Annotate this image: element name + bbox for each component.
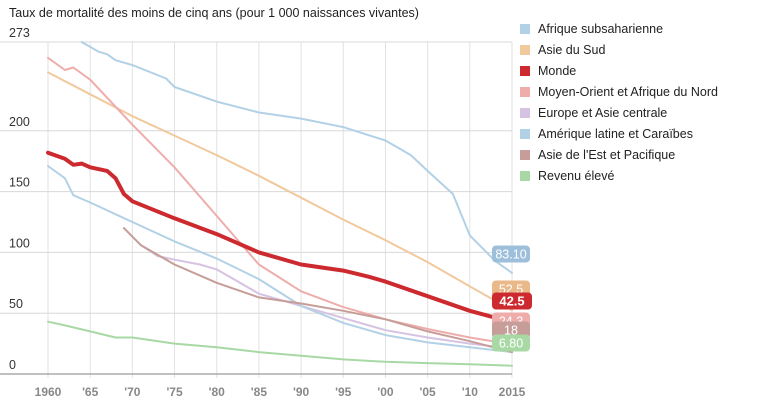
legend-swatch xyxy=(520,170,530,181)
y-tick-label: 50 xyxy=(9,297,23,311)
end-value-label: 42.5 xyxy=(499,294,524,309)
legend-item[interactable]: Monde xyxy=(520,60,755,81)
y-tick-label: 0 xyxy=(9,358,16,372)
end-value-badge xyxy=(492,321,530,339)
legend-label: Amérique latine et Caraïbes xyxy=(538,126,693,141)
series-line xyxy=(47,71,513,312)
x-tick-label: '70 xyxy=(124,385,141,399)
x-tick-label: '85 xyxy=(251,385,268,399)
legend: Afrique subsaharienne Asie du Sud Monde Moy… xyxy=(520,18,755,186)
legend-swatch xyxy=(520,128,530,139)
end-value-label: 18 xyxy=(504,324,518,338)
series-line xyxy=(46,150,514,325)
legend-label: Moyen-Orient et Afrique du Nord xyxy=(538,84,718,99)
legend-label: Monde xyxy=(538,63,577,78)
legend-label: Asie de l'Est et Pacifique xyxy=(538,147,676,162)
y-tick-label: 273 xyxy=(9,26,30,40)
legend-label: Afrique subsaharienne xyxy=(538,21,664,36)
legend-label: Asie du Sud xyxy=(538,42,606,57)
x-tick-label: '05 xyxy=(420,385,437,399)
x-tick-label: '10 xyxy=(462,385,479,399)
series-line xyxy=(47,165,513,354)
legend-item[interactable]: Asie du Sud xyxy=(520,39,755,60)
series-line xyxy=(47,56,513,346)
y-tick-label: 150 xyxy=(9,176,30,190)
end-value-badge xyxy=(492,334,530,352)
legend-item[interactable]: Amérique latine et Caraïbes xyxy=(520,123,755,144)
series-line xyxy=(139,244,513,350)
legend-item[interactable]: Moyen-Orient et Afrique du Nord xyxy=(520,81,755,102)
end-value-badge xyxy=(492,292,532,310)
end-value-badge xyxy=(492,245,530,263)
x-tick-label: '75 xyxy=(166,385,183,399)
legend-item[interactable]: Afrique subsaharienne xyxy=(520,18,755,39)
end-value-label: 6.80 xyxy=(499,337,523,351)
legend-label: Europe et Asie centrale xyxy=(538,105,668,120)
legend-swatch xyxy=(520,86,530,97)
legend-swatch xyxy=(520,107,530,118)
x-tick-label: '65 xyxy=(82,385,99,399)
legend-item[interactable]: Asie de l'Est et Pacifique xyxy=(520,144,755,165)
series-line xyxy=(80,41,513,274)
legend-swatch xyxy=(520,44,530,55)
y-tick-label: 200 xyxy=(9,115,30,129)
chart-title: Taux de mortalité des moins de cinq ans … xyxy=(9,6,419,20)
legend-swatch xyxy=(520,65,530,76)
series-line xyxy=(122,227,513,354)
legend-label: Revenu élevé xyxy=(538,168,615,183)
legend-swatch xyxy=(520,149,530,160)
series-line xyxy=(47,320,513,367)
x-tick-label: '80 xyxy=(209,385,226,399)
x-tick-label: 1960 xyxy=(35,385,62,399)
x-tick-label: '90 xyxy=(293,385,310,399)
y-tick-label: 100 xyxy=(9,236,30,250)
end-value-label: 83.10 xyxy=(495,248,526,262)
legend-item[interactable]: Europe et Asie centrale xyxy=(520,102,755,123)
x-tick-label: '00 xyxy=(377,385,394,399)
legend-item[interactable]: Revenu élevé xyxy=(520,165,755,186)
x-tick-label: '95 xyxy=(335,385,352,399)
legend-swatch xyxy=(520,23,530,34)
x-tick-label: 2015 xyxy=(499,385,526,399)
